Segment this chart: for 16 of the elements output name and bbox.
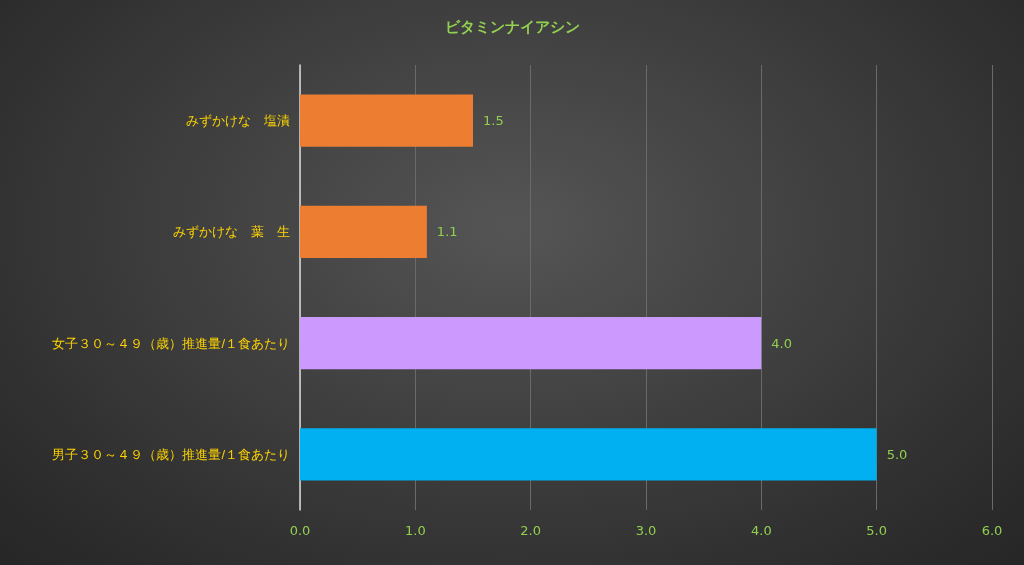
y-tick-label: 男子３０～４９（歳）推進量/１食あたり: [52, 446, 290, 462]
x-tick-label: 6.0: [981, 523, 1003, 538]
x-tick-label: 2.0: [520, 523, 542, 538]
data-label: 5.0: [886, 446, 908, 462]
data-label: 4.0: [771, 335, 793, 351]
data-label: 1.5: [483, 113, 504, 129]
chart-title: ビタミンナイアシン: [444, 18, 580, 35]
x-tick-label: 1.0: [404, 523, 426, 538]
x-tick-label: 0.0: [289, 523, 311, 538]
x-tick-label: 3.0: [635, 523, 657, 538]
y-tick-label: 女子３０～４９（歳）推進量/１食あたり: [52, 335, 290, 351]
y-tick-label: みずかけな 葉 生: [173, 224, 290, 240]
y-tick-label: みずかけな 塩漬: [186, 113, 290, 129]
data-label: 1.1: [436, 224, 458, 240]
x-tick-label: 5.0: [866, 523, 888, 538]
x-tick-label: 4.0: [750, 523, 772, 538]
